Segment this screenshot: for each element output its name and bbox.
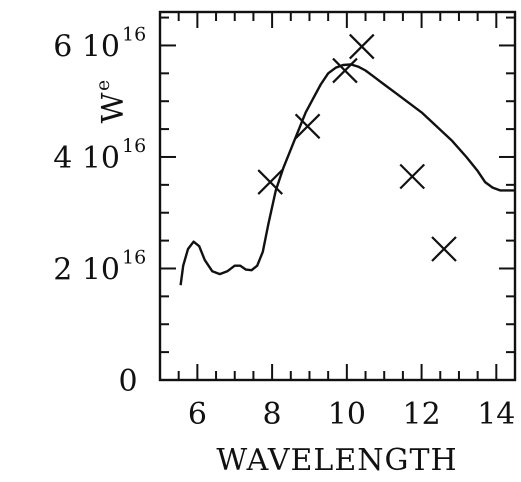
y-tick-label: 2 10: [53, 252, 120, 287]
x-tick-label: 10: [328, 397, 366, 432]
data-marker-x: [399, 163, 426, 190]
x-tick-label: 6: [188, 397, 207, 432]
data-marker-x: [431, 236, 457, 262]
x-tick-label: 12: [402, 397, 440, 432]
data-marker-x: [294, 113, 321, 140]
y-tick-labels: 02 10 164 10 166 10 16: [53, 23, 146, 399]
data-marker-x: [257, 169, 284, 195]
tick-marks: [159, 12, 516, 381]
y-axis-title: W e: [92, 80, 131, 124]
data-marker-x: [349, 33, 375, 60]
series-curve: [179, 63, 515, 286]
data-marker-x: [332, 57, 358, 84]
y-tick-label: 4 10: [53, 141, 120, 176]
x-axis-title: WAVELENGTH: [216, 443, 457, 478]
x-tick-label: 14: [477, 397, 515, 432]
x-tick-labels: 6 8 10 12 14: [188, 397, 516, 432]
y-axis-title-sup: e: [92, 80, 114, 91]
y-tick-label-exponent: 16: [122, 23, 146, 45]
y-tick-label: 6 10: [53, 29, 120, 64]
y-axis-title-text: W: [96, 92, 131, 123]
y-tick-label-exponent: 16: [122, 246, 146, 268]
plot-frame: [158, 10, 517, 382]
y-tick-label: 0: [118, 364, 137, 399]
y-tick-label-exponent: 16: [122, 135, 146, 157]
data-markers: [257, 33, 457, 262]
x-tick-label: 8: [263, 397, 282, 432]
